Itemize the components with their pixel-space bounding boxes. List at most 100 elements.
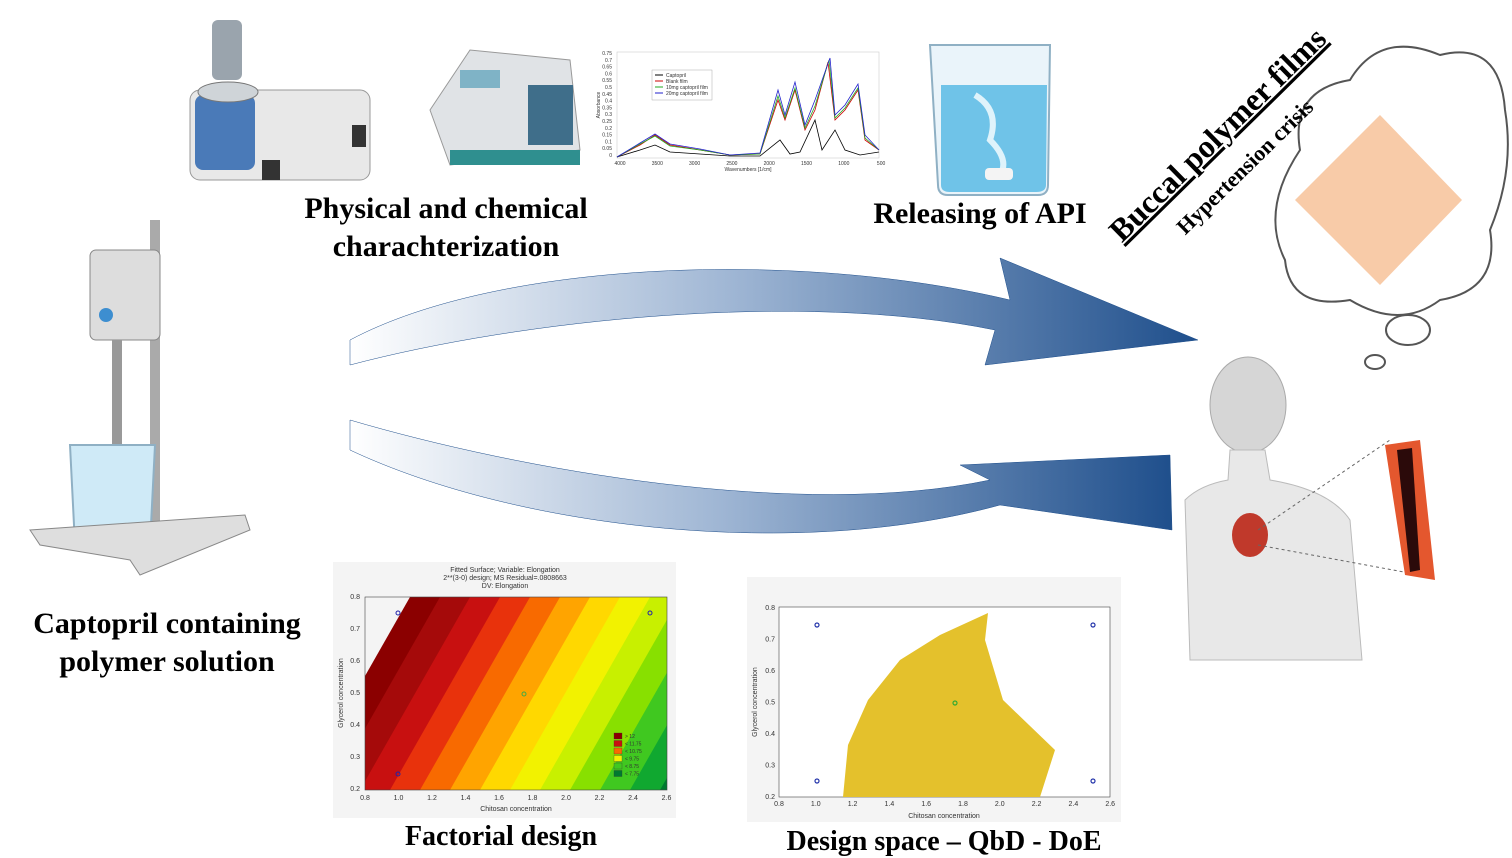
- solution-label: polymer solution: [59, 645, 275, 678]
- ftir-y-tick: 0.5: [605, 85, 612, 91]
- ftir-x-tick: 3500: [652, 161, 663, 167]
- ftir-x-tick: 4000: [614, 161, 625, 167]
- factorial-legend-label: < 9.75: [625, 757, 639, 763]
- factorial-y-tick: 0.2: [350, 786, 360, 793]
- factorial-legend-swatch: [613, 732, 623, 740]
- contour-bands: [365, 597, 667, 790]
- factorial-legend-label: < 7.75: [625, 772, 639, 778]
- ftir-y-tick: 0.3: [605, 112, 612, 118]
- ftir-chart: [616, 51, 880, 159]
- ftir-legend-label: 10mg captopril film: [666, 85, 708, 91]
- factorial-y-label: Glycerol concentration: [338, 658, 345, 728]
- ftir-legend-label: Captopril: [666, 73, 686, 79]
- factorial-x-tick: 1.6: [494, 795, 504, 802]
- ftir-y-tick: 0.75: [602, 51, 612, 57]
- ds-y-tick: 0.6: [765, 668, 775, 675]
- ftir-x-label: Wavenumbers [1/cm]: [724, 167, 772, 173]
- contour-band: [420, 597, 562, 790]
- spectrometer-icon: [429, 49, 581, 166]
- factorial-legend-label: > 12: [625, 734, 635, 740]
- ds-x-tick: 1.2: [848, 801, 858, 808]
- ds-y-tick: 0.5: [765, 700, 775, 707]
- ftir-y-tick: 0.25: [602, 119, 612, 125]
- contour-band: [570, 619, 667, 790]
- ftir-y-tick: 0.1: [605, 139, 612, 145]
- ds-x-tick: 2.2: [1032, 801, 1042, 808]
- ds-x-tick: 1.6: [921, 801, 931, 808]
- characterization-label: Physical and chemical: [304, 192, 587, 225]
- factorial-point: [647, 610, 653, 616]
- factorial-title: DV: Elongation: [482, 583, 529, 590]
- factorial-y-tick: 0.4: [350, 722, 360, 729]
- ds-x-tick: 1.4: [885, 801, 895, 808]
- ds-x-tick: 2.4: [1069, 801, 1079, 808]
- ds-x-tick: 1.8: [958, 801, 968, 808]
- factorial-y-tick: 0.6: [350, 658, 360, 665]
- ds-y-tick: 0.7: [765, 637, 775, 644]
- factorial-x-tick: 1.0: [394, 795, 404, 802]
- ftir-y-tick: 0.2: [605, 126, 612, 132]
- patient-figure: [1184, 356, 1435, 661]
- factorial-y-tick: 0.8: [350, 594, 360, 601]
- factorial-title: 2**(3-0) design; MS Residual=.0808663: [443, 575, 567, 582]
- factorial-legend-swatch: [613, 755, 623, 762]
- ftir-y-label: Absorbance: [596, 91, 602, 118]
- ftir-y-tick: 0.4: [605, 99, 612, 105]
- ftir-legend-label: 20mg captopril film: [666, 91, 708, 97]
- ftir-x-tick: 500: [877, 161, 886, 167]
- factorial-x-tick: 2.4: [628, 795, 638, 802]
- contour-band: [480, 597, 622, 790]
- ftir-y-tick: 0.55: [602, 78, 612, 84]
- ds-y-tick: 0.4: [765, 731, 775, 738]
- ds-x-tick: 1.0: [811, 801, 821, 808]
- factorial-y-tick: 0.3: [350, 754, 360, 761]
- contour-band: [510, 597, 652, 790]
- factorial-legend-swatch: [613, 740, 623, 747]
- factorial-y-tick: 0.7: [350, 626, 360, 633]
- factorial-x-tick: 2.6: [662, 795, 672, 802]
- contour-band: [660, 777, 667, 790]
- factorial-x-label: Chitosan concentration: [480, 806, 552, 813]
- ftir-x-tick: 2000: [764, 161, 775, 167]
- factorial-legend-label: < 11.75: [625, 742, 642, 748]
- factorial-y-tick: 0.5: [350, 690, 360, 697]
- ds-x-label: Chitosan concentration: [908, 813, 980, 820]
- ds-y-tick: 0.8: [765, 605, 775, 612]
- ds-y-tick: 0.2: [765, 794, 775, 801]
- ftir-y-tick: 0.45: [602, 92, 612, 98]
- factorial-title: Fitted Surface; Variable: Elongation: [450, 567, 560, 574]
- beaker-icon: [928, 44, 1052, 196]
- factorial-x-tick: 1.8: [528, 795, 538, 802]
- ftir-y-tick: 0.05: [602, 146, 612, 152]
- contour-band: [450, 597, 592, 790]
- ftir-y-tick: 0.35: [602, 105, 612, 111]
- lower-arrow: [349, 419, 1173, 534]
- factorial-legend-swatch: [613, 747, 623, 755]
- solution-label: Captopril containing: [33, 607, 301, 640]
- ds-x-tick: 2.6: [1105, 801, 1115, 808]
- ftir-y-tick: 0.15: [602, 133, 612, 139]
- factorial-x-tick: 2.0: [561, 795, 571, 802]
- contour-band: [630, 725, 667, 790]
- factorial-legend-label: < 10.75: [625, 749, 642, 755]
- thought-cloud: [1274, 45, 1509, 370]
- factorial-point: [395, 771, 401, 777]
- ftir-legend-label: Blank film: [666, 79, 688, 85]
- factorial-frame: [364, 596, 668, 791]
- ftir-x-tick: 2500: [726, 161, 737, 167]
- ftir-y-tick: 0: [609, 153, 612, 159]
- ds-x-tick: 0.8: [774, 801, 784, 808]
- ds-y-tick: 0.3: [765, 763, 775, 770]
- ds-y-label: Glycerol concentration: [752, 667, 759, 737]
- factorial-legend-label: < 8.75: [625, 764, 639, 770]
- contour-band: [540, 597, 667, 790]
- characterization-label: charachterization: [333, 230, 560, 263]
- factorial-legend-swatch: [613, 762, 623, 770]
- ftir-x-tick: 1000: [838, 161, 849, 167]
- factorial-point: [395, 610, 401, 616]
- ds-x-tick: 2.0: [995, 801, 1005, 808]
- contour-band: [390, 597, 532, 790]
- factorial-point: [521, 691, 527, 697]
- ftir-y-tick: 0.7: [605, 58, 612, 64]
